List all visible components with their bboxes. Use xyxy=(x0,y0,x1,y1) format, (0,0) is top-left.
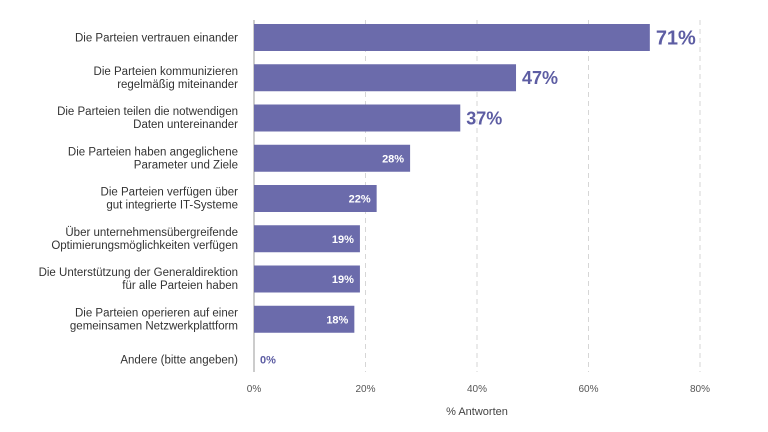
x-tick-labels: 0% 20% 40% 60% 80% xyxy=(247,384,710,395)
bar xyxy=(254,305,355,333)
value-label: 71% xyxy=(656,28,696,50)
category-label: Die Parteien verfügen über gut integriert… xyxy=(101,187,239,212)
category-label: Die Parteien operieren auf einer gemeinsa… xyxy=(70,307,238,332)
value-label: 28% xyxy=(382,153,404,165)
x-tick-label: 40% xyxy=(467,384,487,395)
value-label: 19% xyxy=(332,274,354,286)
bar xyxy=(254,104,461,132)
category-label: Die Parteien haben angeglichene Parameter… xyxy=(68,146,238,171)
bar xyxy=(254,144,411,172)
value-label: 22% xyxy=(349,194,371,206)
bar xyxy=(254,24,650,51)
value-label: 19% xyxy=(332,234,354,246)
x-tick-label: 80% xyxy=(690,384,710,395)
value-label: 0% xyxy=(260,355,276,367)
bar xyxy=(254,185,377,212)
category-label: Andere (bitte angeben) xyxy=(120,355,238,367)
value-label: 37% xyxy=(466,108,502,128)
category-label: Über unternehmensübergreifende Optimierun… xyxy=(51,227,238,252)
category-label: Die Unterstützung der Generaldirektion fü… xyxy=(39,267,238,292)
x-tick-label: 60% xyxy=(578,384,598,395)
category-label: Die Parteien teilen die notwendigen Daten… xyxy=(57,106,238,131)
value-labels: 71% 47% 37% 28% 22% 19% 19% 18% 0% xyxy=(260,28,696,367)
value-label: 18% xyxy=(326,314,348,326)
x-axis-title: % Antworten xyxy=(446,406,508,418)
category-label: Die Parteien vertrauen einander xyxy=(75,33,238,45)
category-label: Die Parteien kommunizieren regelmäßig mit… xyxy=(94,66,239,91)
category-labels: Die Parteien vertrauen einander Die Parte… xyxy=(39,33,239,367)
bar xyxy=(254,64,517,92)
bar xyxy=(254,265,360,293)
value-label: 47% xyxy=(522,68,558,88)
bars xyxy=(254,24,650,333)
x-tick-label: 20% xyxy=(355,384,375,395)
bar xyxy=(254,225,360,253)
x-tick-label: 0% xyxy=(247,384,262,395)
